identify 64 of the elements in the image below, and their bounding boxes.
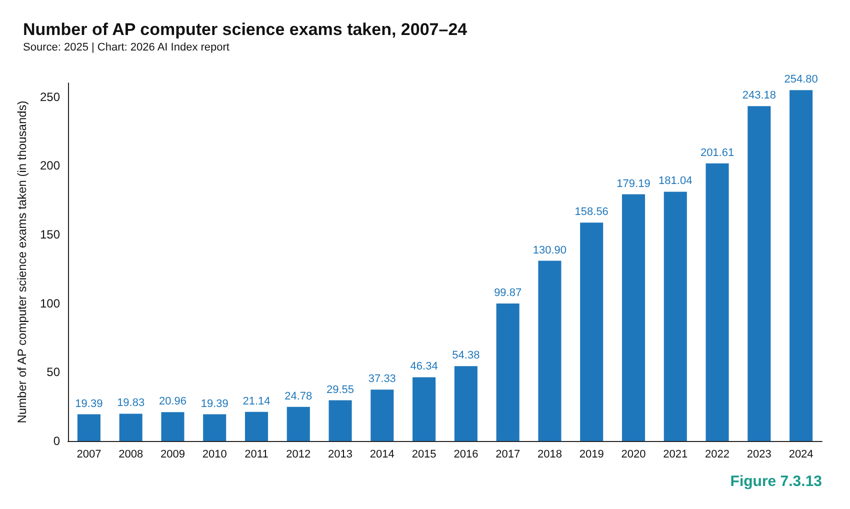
x-tick-label: 2018 <box>537 448 562 460</box>
caption: Figure 7.3.13 <box>730 473 822 490</box>
data-label: 201.61 <box>700 146 734 159</box>
x-tick-label: 2020 <box>621 448 646 460</box>
bar <box>203 414 226 441</box>
x-tick-label: 2014 <box>370 448 394 460</box>
bar <box>77 414 100 441</box>
bar <box>496 303 520 441</box>
chart-subtitle: Source: 2025 | Chart: 2026 AI Index report <box>23 42 230 54</box>
x-tick-label: 2011 <box>244 448 268 460</box>
bar <box>286 406 310 441</box>
x-tick-label: 2008 <box>118 448 144 460</box>
x-tick-label: 2012 <box>286 448 311 460</box>
x-tick-label: 2013 <box>328 448 353 460</box>
data-label: 19.39 <box>200 398 228 410</box>
data-label: 29.55 <box>326 384 354 396</box>
bar <box>664 192 687 441</box>
bar <box>748 106 771 441</box>
bar <box>244 412 268 441</box>
data-label: 254.80 <box>784 74 818 86</box>
bar <box>580 222 604 441</box>
bar <box>370 390 394 441</box>
y-axis-title: Number of AP computer science exams taken (in thousands) <box>15 100 29 424</box>
y-tick-label: 150 <box>40 227 60 242</box>
bar <box>328 400 352 441</box>
data-label: 179.19 <box>616 178 650 190</box>
x-tick-label: 2015 <box>412 448 436 460</box>
y-tick-label: 0 <box>53 434 60 448</box>
data-label: 20.96 <box>158 396 186 408</box>
data-label: 158.56 <box>574 206 608 218</box>
data-label: 37.33 <box>368 373 396 386</box>
x-tick-label: 2023 <box>746 448 772 460</box>
data-label: 46.34 <box>410 360 438 373</box>
data-label: 130.90 <box>532 244 567 256</box>
bar <box>538 260 562 441</box>
x-tick-label: 2017 <box>496 448 520 460</box>
x-tick-label: 2010 <box>202 448 227 460</box>
bar <box>412 377 436 441</box>
x-tick-label: 2019 <box>579 448 604 460</box>
data-label: 99.87 <box>494 286 522 299</box>
data-label: 243.18 <box>742 90 776 102</box>
data-label: 19.39 <box>75 398 103 410</box>
y-tick-label: 200 <box>40 158 60 173</box>
y-tick-label: 100 <box>40 296 60 310</box>
data-label: 19.83 <box>117 397 145 410</box>
data-label: 54.38 <box>452 350 480 362</box>
bar <box>790 90 813 441</box>
y-tick-label: 50 <box>46 365 60 380</box>
x-tick-label: 2007 <box>76 448 102 460</box>
bar <box>454 366 478 441</box>
y-tick-label: 250 <box>40 90 60 104</box>
x-tick-label: 2016 <box>454 448 478 460</box>
data-label: 181.04 <box>658 175 692 188</box>
data-label: 21.14 <box>242 395 270 408</box>
bar <box>706 163 729 441</box>
x-tick-label: 2022 <box>705 448 730 460</box>
bar <box>119 414 142 441</box>
x-tick-label: 2021 <box>663 448 688 460</box>
data-label: 24.78 <box>284 390 312 402</box>
x-tick-label: 2009 <box>160 448 185 460</box>
x-tick-label: 2024 <box>788 448 814 460</box>
chart-title: Number of AP computer science exams taken, 2007–24 <box>23 20 468 39</box>
bar <box>622 194 646 441</box>
bar <box>161 412 184 441</box>
